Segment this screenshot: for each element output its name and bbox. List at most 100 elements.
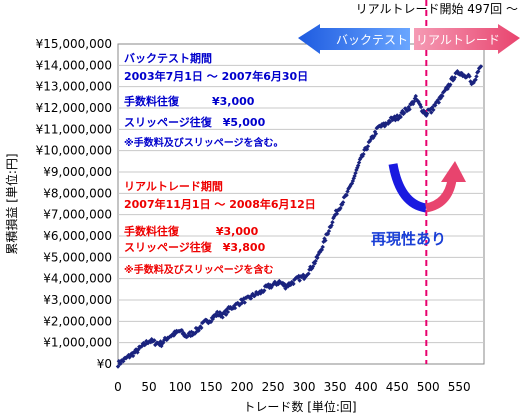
data-point — [473, 77, 478, 82]
live-arrow-shape — [414, 24, 520, 54]
y-tick-label: ¥6,000,000 — [43, 229, 112, 243]
y-tick-label: ¥5,000,000 — [43, 250, 112, 264]
data-point — [429, 110, 434, 115]
backtest-period-dates: 2003年7月1日 ～ 2007年6月30日 — [124, 69, 308, 83]
data-point — [466, 72, 471, 78]
x-tick-label: 150 — [200, 380, 223, 394]
data-point — [436, 100, 442, 105]
data-point — [242, 300, 247, 305]
data-point — [387, 119, 393, 125]
data-point — [452, 75, 457, 80]
data-point — [361, 151, 366, 157]
data-point — [210, 316, 216, 322]
data-point — [208, 319, 214, 324]
x-axis-title: トレード数 [単位:回] — [243, 399, 356, 414]
data-point — [306, 271, 311, 276]
data-point — [406, 104, 411, 110]
data-point — [467, 74, 472, 79]
backtest-slippage: スリッページ往復 ¥5,000 — [124, 115, 266, 129]
data-point — [136, 347, 141, 352]
data-point — [459, 71, 465, 76]
y-tick-label: ¥7,000,000 — [43, 208, 112, 222]
y-axis-tick-labels: ¥0 ¥1,000,000 ¥2,000,000 ¥3,000,000 ¥4,000,0… — [36, 37, 112, 371]
data-point — [225, 309, 231, 315]
x-tick-label: 250 — [262, 380, 285, 394]
data-point — [239, 300, 245, 306]
data-point — [340, 200, 346, 205]
data-point — [190, 333, 195, 338]
live-annotation: リアルトレード期間 2007年11月1日 ～ 2008年6月12日 手数料往復 … — [124, 179, 316, 276]
x-tick-label: 100 — [169, 380, 192, 394]
data-point — [347, 183, 353, 189]
x-tick-label: 0 — [114, 380, 122, 394]
y-axis-title: 累積損益 [単位:円] — [4, 153, 19, 254]
data-point — [476, 69, 481, 74]
data-point — [262, 288, 267, 293]
reproducibility-arrow-red — [424, 179, 457, 213]
data-point — [152, 338, 157, 343]
reproducibility-arrow: 再現性あり — [371, 161, 466, 248]
data-point — [297, 278, 302, 283]
data-point — [398, 114, 403, 120]
data-point — [438, 96, 443, 101]
data-point — [386, 121, 391, 126]
y-tick-label: ¥4,000,000 — [43, 272, 112, 286]
x-tick-label: 300 — [293, 380, 316, 394]
x-tick-label: 550 — [448, 380, 471, 394]
y-tick-label: ¥11,000,000 — [36, 122, 112, 136]
data-point — [215, 309, 220, 315]
data-point — [411, 99, 417, 104]
data-point — [171, 333, 177, 338]
data-point — [132, 350, 138, 355]
data-point — [373, 131, 379, 136]
y-tick-label: ¥2,000,000 — [43, 314, 112, 328]
x-tick-label: 50 — [141, 380, 156, 394]
cumulative-pl-series — [115, 64, 484, 369]
y-tick-label: ¥14,000,000 — [36, 58, 112, 72]
data-point — [474, 74, 479, 79]
data-point — [135, 350, 140, 355]
backtest-arrow-shape — [298, 24, 410, 54]
data-point — [232, 305, 238, 311]
reproducibility-arrow-head — [441, 161, 466, 182]
data-point — [365, 144, 371, 149]
backtest-arrow-label: バックテスト — [336, 33, 408, 47]
backtest-arrow: バックテスト — [298, 24, 410, 54]
data-point — [330, 220, 335, 225]
y-tick-label: ¥0 — [97, 357, 112, 371]
y-tick-label: ¥1,000,000 — [43, 336, 112, 350]
live-note: ※手数料及びスリッページを含む — [124, 263, 274, 276]
data-point — [310, 264, 316, 269]
backtest-commission: 手数料往復 ¥3,000 — [124, 94, 255, 108]
data-point — [358, 155, 364, 160]
data-point — [413, 93, 418, 99]
data-point — [334, 211, 340, 216]
live-commission: 手数料往復 ¥3,000 — [124, 224, 259, 238]
y-tick-label: ¥8,000,000 — [43, 186, 112, 200]
x-axis-tick-labels: 0 50 100 150 200 250 300 350 400 450 500 550 — [114, 380, 470, 394]
backtest-period-title: バックテスト期間 — [124, 51, 212, 65]
data-point — [115, 364, 121, 369]
data-point — [423, 110, 428, 116]
reproducibility-arrow-blue — [388, 163, 428, 213]
x-tick-label: 450 — [386, 380, 409, 394]
data-point — [220, 315, 225, 320]
data-point — [445, 86, 450, 92]
data-point — [402, 110, 407, 116]
data-point — [199, 325, 204, 331]
live-arrow-label: リアルトレード — [416, 33, 500, 47]
data-point — [442, 88, 448, 93]
data-point — [326, 228, 332, 234]
data-point — [173, 331, 178, 336]
data-point — [431, 107, 436, 113]
y-tick-label: ¥10,000,000 — [36, 144, 112, 158]
data-point — [440, 93, 445, 99]
reproducibility-label: 再現性あり — [371, 230, 446, 248]
backtest-annotation: バックテスト期間 2003年7月1日 ～ 2007年6月30日 手数料往復 ¥3… — [124, 51, 308, 149]
data-point — [403, 106, 409, 112]
data-point — [353, 170, 358, 176]
live-period-dates: 2007年11月1日 ～ 2008年6月12日 — [124, 197, 316, 211]
y-tick-label: ¥9,000,000 — [43, 165, 112, 179]
data-point — [322, 236, 327, 241]
